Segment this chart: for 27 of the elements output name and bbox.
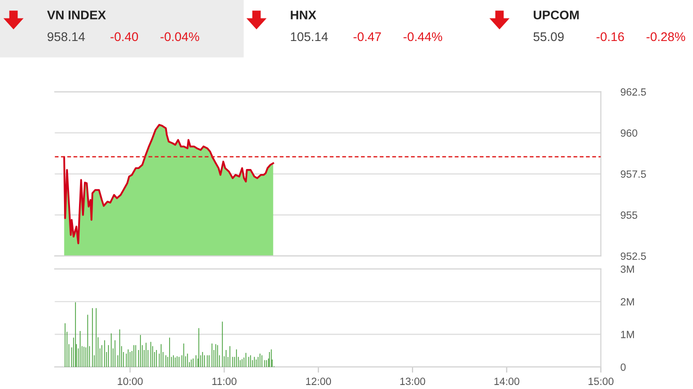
- x-tick-label: 11:00: [212, 378, 236, 386]
- text: VN INDEX: [47, 10, 106, 20]
- y-tick-label: 962.5: [620, 88, 646, 96]
- x-tick-label: 10:00: [118, 378, 143, 386]
- text: -0.40: [110, 32, 138, 42]
- y-tick-label: 955: [620, 211, 638, 219]
- text: -0.47: [354, 32, 381, 42]
- text: 55.09: [534, 32, 564, 42]
- y-tick-label: 957.5: [620, 170, 646, 178]
- x-tick-label: 13:00: [400, 378, 426, 386]
- y-tick-label: 2M: [620, 298, 634, 306]
- y-tick-label: 3M: [620, 265, 634, 273]
- text: -0.16: [596, 32, 624, 42]
- text: -0.04%: [160, 32, 200, 42]
- y-tick-label: 952.5: [620, 252, 646, 260]
- text: HNX: [290, 10, 316, 20]
- text: -0.44%: [404, 32, 442, 42]
- y-tick-label: 1M: [621, 330, 634, 338]
- text: 105.14: [290, 32, 328, 42]
- x-tick-label: 12:00: [306, 378, 331, 386]
- y-tick-label: 0: [620, 363, 626, 371]
- x-tick-label: 15:00: [588, 378, 614, 386]
- text: -0.28%: [646, 32, 686, 42]
- y-tick-label: 960: [620, 129, 638, 137]
- text: UPCOM: [534, 10, 579, 20]
- text: 958.14: [48, 32, 85, 42]
- x-tick-label: 14:00: [494, 378, 520, 386]
